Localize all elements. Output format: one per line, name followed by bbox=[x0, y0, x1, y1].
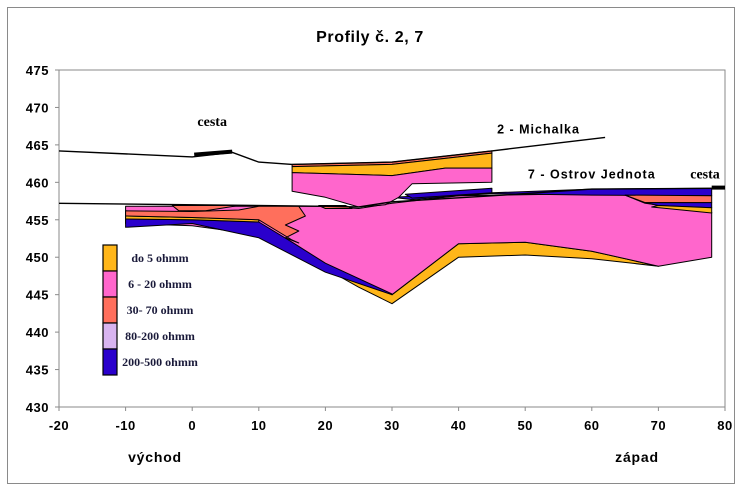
x-tick-label: 60 bbox=[584, 418, 599, 433]
y-tick-label: 450 bbox=[26, 250, 49, 265]
y-tick-label: 430 bbox=[26, 400, 49, 415]
x-tick-label: 20 bbox=[318, 418, 333, 433]
annotations: cesta 2 - Michalka 7 - Ostrov Jednota cesta bbox=[197, 115, 719, 182]
layer-p2-resistive-lens bbox=[404, 187, 493, 199]
x-label-right: západ bbox=[615, 449, 659, 465]
x-tick-label: -20 bbox=[49, 418, 69, 433]
legend-label-r30_70: 30- 70 ohmm bbox=[127, 303, 194, 317]
x-label-left: východ bbox=[128, 449, 182, 465]
legend-swatch-r6_20 bbox=[102, 270, 118, 298]
y-tick-label: 435 bbox=[26, 363, 49, 378]
axes: -20 -10 0 10 20 30 40 50 60 70 80 430 435 440 445 450 45… bbox=[26, 63, 732, 433]
legend-swatch-r200_500 bbox=[102, 348, 118, 376]
legend-swatch-do5 bbox=[102, 244, 118, 272]
y-tick-label: 465 bbox=[26, 138, 49, 153]
profile-7-surface bbox=[58, 187, 725, 208]
chart-title: Profily č. 2, 7 bbox=[316, 29, 424, 46]
legend-label-r80_200: 80-200 ohmm bbox=[125, 329, 195, 343]
y-tick-label: 455 bbox=[26, 213, 49, 228]
annotation-2: 7 - Ostrov Jednota bbox=[528, 168, 656, 182]
x-tick-label: 80 bbox=[717, 418, 732, 433]
x-tick-label: 70 bbox=[651, 418, 666, 433]
layer-p7-mid-resistivity-left bbox=[125, 205, 306, 244]
x-tick-label: 0 bbox=[188, 418, 196, 433]
layer-p2-main-body bbox=[291, 167, 493, 208]
annotation-0: cesta bbox=[197, 115, 227, 130]
legend: do 5 ohmm 6 - 20 ohmm 30- 70 ohmm 80-200 oh… bbox=[102, 244, 198, 376]
legend-swatch-r80_200 bbox=[102, 322, 118, 350]
x-tick-label: -10 bbox=[115, 418, 135, 433]
legend-label-r6_20: 6 - 20 ohmm bbox=[128, 277, 192, 291]
y-tick-label: 475 bbox=[26, 63, 49, 78]
legend-label-r200_500: 200-500 ohmm bbox=[122, 355, 198, 369]
x-tick-label: 30 bbox=[384, 418, 399, 433]
y-tick-label: 460 bbox=[26, 175, 49, 190]
x-tick-label: 40 bbox=[451, 418, 466, 433]
road-mark-left bbox=[194, 149, 233, 157]
y-tick-label: 440 bbox=[26, 325, 49, 340]
layer-p7-conductive-right bbox=[651, 205, 713, 214]
x-tick-label: 50 bbox=[517, 418, 532, 433]
x-tick-label: 10 bbox=[251, 418, 266, 433]
annotation-1: 2 - Michalka bbox=[497, 123, 580, 137]
legend-swatch-r30_70 bbox=[102, 296, 118, 324]
y-tick-label: 470 bbox=[26, 100, 49, 115]
y-tick-label: 445 bbox=[26, 288, 49, 303]
resistivity-layers bbox=[125, 150, 713, 305]
surface-lines bbox=[58, 136, 725, 208]
legend-label-do5: do 5 ohmm bbox=[131, 251, 188, 265]
annotation-3: cesta bbox=[690, 168, 720, 183]
